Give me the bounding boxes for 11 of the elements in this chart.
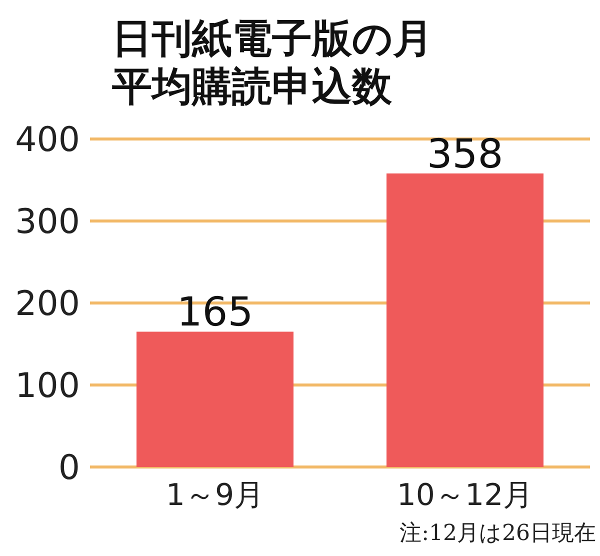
x-tick-label: 1～9月 (166, 478, 264, 513)
y-tick-label: 100 (15, 366, 80, 406)
y-tick-label: 300 (15, 202, 80, 242)
x-tick-label: 10～12月 (396, 478, 534, 513)
data-label: 165 (176, 290, 254, 336)
text: 注:12月は26日現在 (400, 521, 596, 546)
y-tick-label: 0 (58, 448, 80, 488)
y-tick-label: 200 (15, 284, 80, 324)
y-tick-label: 400 (15, 120, 80, 160)
data-label: 358 (426, 131, 504, 178)
chart-title: 日刊紙電子版の月平均購読申込数 (111, 16, 433, 110)
